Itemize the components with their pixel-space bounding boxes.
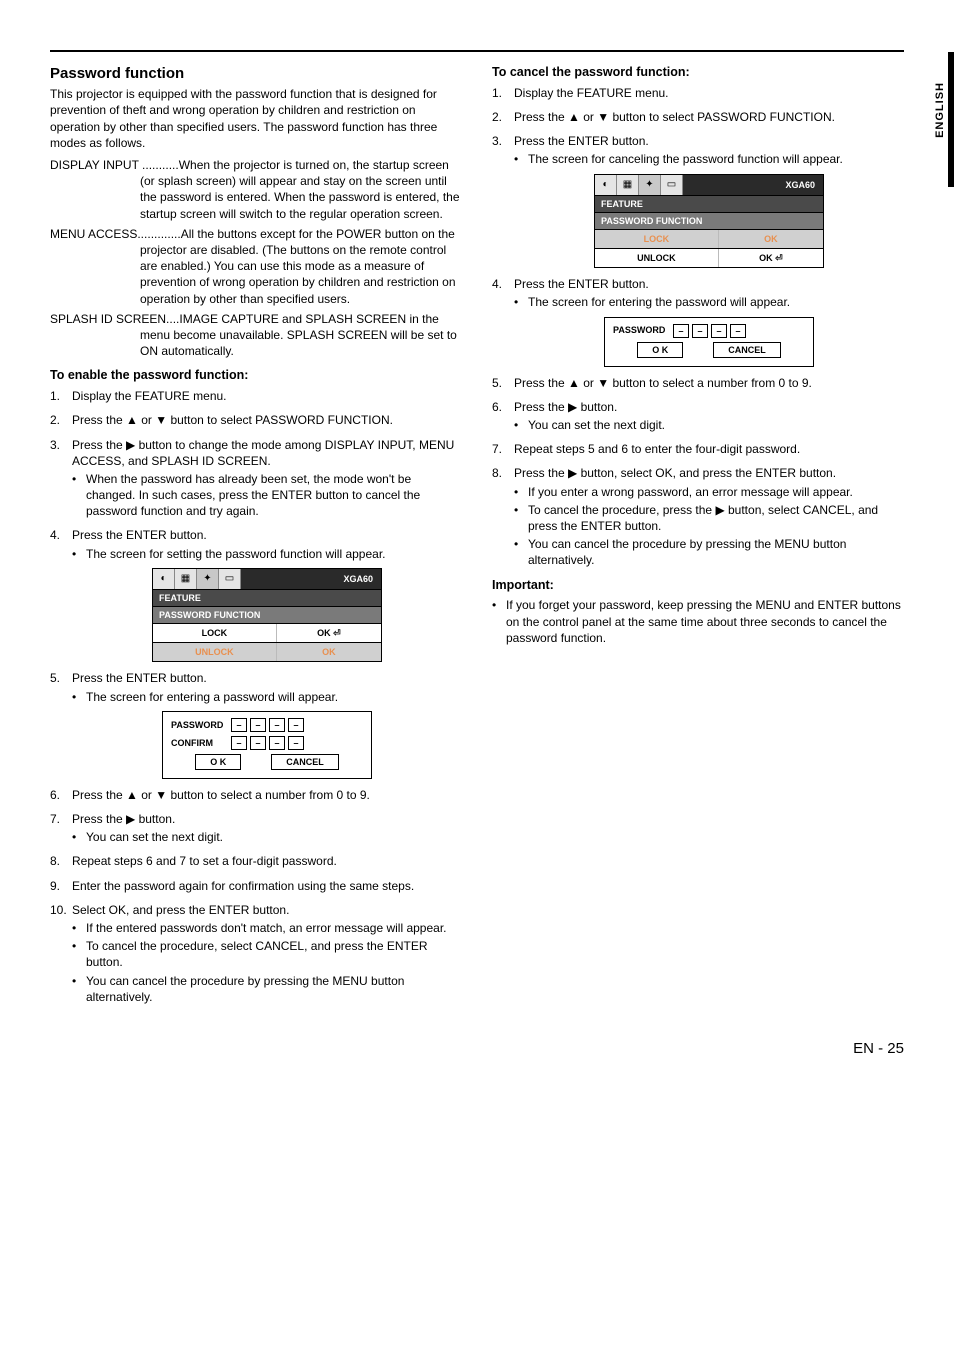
- pw-digit: –: [250, 736, 266, 750]
- cstep-8b: To cancel the procedure, press the ▶ but…: [514, 502, 904, 534]
- menu-lock-label: LOCK: [595, 230, 719, 248]
- pw-digit: –: [231, 736, 247, 750]
- tab-icon: ◐: [595, 175, 617, 195]
- cstep-8c: You can cancel the procedure by pressing…: [514, 536, 904, 568]
- cancel-button[interactable]: CANCEL: [713, 342, 781, 358]
- cstep-8: Press the ▶ button, select OK, and press…: [514, 466, 836, 480]
- ok-button[interactable]: O K: [637, 342, 683, 358]
- pw-digit: –: [269, 718, 285, 732]
- step-5: Press the ENTER button.: [72, 671, 207, 685]
- menu-feature-title: FEATURE: [595, 195, 823, 212]
- menu-section-title: PASSWORD FUNCTION: [595, 212, 823, 229]
- pw-digit: –: [711, 324, 727, 338]
- step-3-note: When the password has already been set, …: [72, 471, 462, 520]
- menu-section-title: PASSWORD FUNCTION: [153, 606, 381, 623]
- important-title: Important:: [492, 577, 904, 594]
- pw-digit: –: [250, 718, 266, 732]
- step-5-note: The screen for entering a password will …: [72, 689, 462, 705]
- mode-display-input: DISPLAY INPUT ...........When the projec…: [50, 157, 462, 222]
- step-7: Press the ▶ button.: [72, 812, 175, 826]
- tab-icon: ▦: [617, 175, 639, 195]
- pw-digit: –: [269, 736, 285, 750]
- menu-feature-title: FEATURE: [153, 589, 381, 606]
- page-content: ENGLISH Password function This projector…: [50, 50, 904, 1013]
- menu-lock: ◐ ▦ ✦ ▭ XGA60 FEATURE PASSWORD FUNCTION …: [152, 568, 382, 663]
- step-3: Press the ▶ button to change the mode am…: [72, 438, 454, 468]
- step-10a: If the entered passwords don't match, an…: [72, 920, 462, 936]
- page-footer: EN - 25: [50, 1039, 904, 1059]
- password-label: PASSWORD: [613, 324, 673, 336]
- menu-lock-label: LOCK: [153, 624, 277, 642]
- cancel-button[interactable]: CANCEL: [271, 754, 339, 770]
- cstep-6-note: You can set the next digit.: [514, 417, 904, 433]
- password-confirm-box: PASSWORD – – – – CONFIRM – –: [162, 711, 372, 779]
- important-note: If you forget your password, keep pressi…: [492, 597, 904, 646]
- enable-steps: 1.Display the FEATURE menu. 2.Press the …: [50, 388, 462, 1005]
- step-6: Press the ▲ or ▼ button to select a numb…: [72, 788, 370, 802]
- step-8: Repeat steps 6 and 7 to set a four-digit…: [72, 854, 337, 868]
- password-label: PASSWORD: [171, 719, 231, 731]
- pw-digit: –: [288, 736, 304, 750]
- heading-password-function: Password function: [50, 64, 462, 84]
- cstep-5: Press the ▲ or ▼ button to select a numb…: [514, 376, 812, 390]
- confirm-label: CONFIRM: [171, 737, 231, 749]
- tab-icon: ◐: [153, 569, 175, 589]
- password-box: PASSWORD – – – – O K CANCEL: [604, 317, 814, 367]
- right-column: To cancel the password function: 1.Displ…: [492, 64, 904, 1013]
- cstep-2: Press the ▲ or ▼ button to select PASSWO…: [514, 110, 835, 124]
- cstep-6: Press the ▶ button.: [514, 400, 617, 414]
- cstep-4-note: The screen for entering the password wil…: [514, 294, 904, 310]
- menu-ok-dim: OK: [719, 230, 823, 248]
- tab-icon: ▦: [175, 569, 197, 589]
- tab-icon: ✦: [197, 569, 219, 589]
- signal-label: XGA60: [241, 569, 381, 589]
- cstep-4: Press the ENTER button.: [514, 277, 649, 291]
- cstep-8a: If you enter a wrong password, an error …: [514, 484, 904, 500]
- cstep-3: Press the ENTER button.: [514, 134, 649, 148]
- cancel-title: To cancel the password function:: [492, 64, 904, 81]
- step-4-note: The screen for setting the password func…: [72, 546, 462, 562]
- tab-icon: ▭: [661, 175, 683, 195]
- menu-ok: OK ⏎: [277, 624, 381, 642]
- language-tab: ENGLISH: [933, 82, 948, 138]
- menu-unlock: ◐ ▦ ✦ ▭ XGA60 FEATURE PASSWORD FUNCTION …: [594, 174, 824, 269]
- ok-button[interactable]: O K: [195, 754, 241, 770]
- intro-paragraph: This projector is equipped with the pass…: [50, 86, 462, 151]
- step-2: Press the ▲ or ▼ button to select PASSWO…: [72, 413, 393, 427]
- pw-digit: –: [730, 324, 746, 338]
- mode-splash-id: SPLASH ID SCREEN....IMAGE CAPTURE and SP…: [50, 311, 462, 360]
- left-column: Password function This projector is equi…: [50, 64, 462, 1013]
- menu-ok: OK ⏎: [719, 249, 823, 267]
- step-10c: You can cancel the procedure by pressing…: [72, 973, 462, 1005]
- side-strip: [948, 52, 954, 187]
- step-10: Select OK, and press the ENTER button.: [72, 903, 289, 917]
- tab-icon: ▭: [219, 569, 241, 589]
- enable-title: To enable the password function:: [50, 367, 462, 384]
- menu-unlock-label: UNLOCK: [153, 643, 277, 661]
- step-7-note: You can set the next digit.: [72, 829, 462, 845]
- step-10b: To cancel the procedure, select CANCEL, …: [72, 938, 462, 970]
- cstep-7: Repeat steps 5 and 6 to enter the four-d…: [514, 442, 800, 456]
- cstep-1: Display the FEATURE menu.: [514, 86, 669, 100]
- step-1: Display the FEATURE menu.: [72, 389, 227, 403]
- cancel-steps: 1.Display the FEATURE menu. 2.Press the …: [492, 85, 904, 569]
- pw-digit: –: [692, 324, 708, 338]
- mode-menu-access: MENU ACCESS.............All the buttons …: [50, 226, 462, 307]
- pw-digit: –: [231, 718, 247, 732]
- tab-icon: ✦: [639, 175, 661, 195]
- pw-digit: –: [288, 718, 304, 732]
- step-9: Enter the password again for confirmatio…: [72, 879, 414, 893]
- step-4: Press the ENTER button.: [72, 528, 207, 542]
- cstep-3-note: The screen for canceling the password fu…: [514, 151, 904, 167]
- menu-ok-dim: OK: [277, 643, 381, 661]
- menu-unlock-label: UNLOCK: [595, 249, 719, 267]
- signal-label: XGA60: [683, 175, 823, 195]
- pw-digit: –: [673, 324, 689, 338]
